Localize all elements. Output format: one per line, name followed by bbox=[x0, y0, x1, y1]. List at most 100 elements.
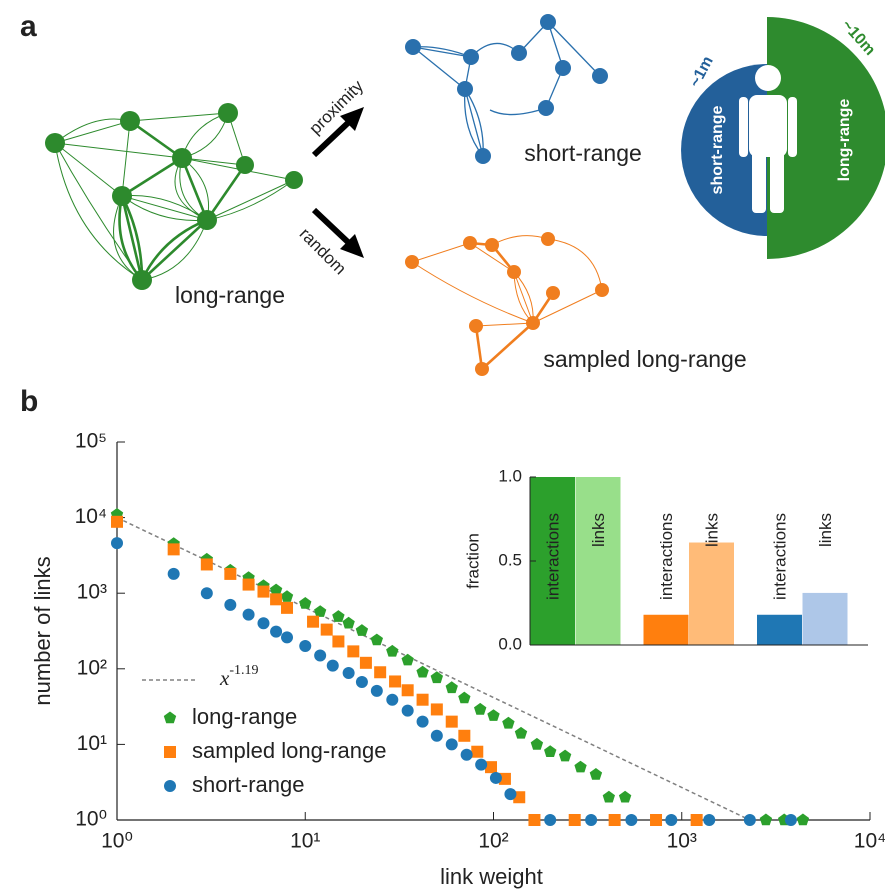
data-point bbox=[370, 684, 383, 697]
data-point bbox=[386, 693, 399, 706]
data-point bbox=[608, 814, 621, 826]
data-point bbox=[665, 814, 678, 826]
node bbox=[172, 148, 192, 168]
node bbox=[555, 60, 571, 76]
data-point bbox=[326, 659, 339, 672]
data-point bbox=[487, 709, 500, 721]
head bbox=[755, 65, 781, 91]
edge bbox=[475, 322, 534, 327]
edge bbox=[205, 164, 247, 221]
node bbox=[485, 238, 499, 252]
data-point bbox=[445, 738, 458, 751]
node bbox=[538, 100, 554, 116]
legend-label: sampled long-range bbox=[192, 738, 386, 763]
arrow-label: proximity bbox=[306, 76, 368, 138]
fit-exponent: -1.19 bbox=[229, 663, 258, 678]
network-label: long-range bbox=[175, 282, 285, 308]
data-point bbox=[759, 813, 773, 826]
bar-label: interactions bbox=[543, 513, 562, 600]
fit-line bbox=[116, 516, 751, 821]
data-point bbox=[416, 693, 429, 706]
data-point bbox=[386, 644, 399, 657]
leg bbox=[752, 150, 766, 213]
edge bbox=[412, 46, 472, 58]
data-point bbox=[314, 605, 327, 617]
data-point bbox=[401, 653, 414, 666]
node bbox=[120, 111, 140, 131]
data-point bbox=[355, 624, 369, 636]
edge bbox=[129, 112, 229, 122]
data-point bbox=[544, 745, 557, 757]
arrows bbox=[311, 107, 364, 258]
y-tick-label: 10⁰ bbox=[75, 808, 107, 831]
data-point bbox=[703, 814, 716, 826]
edge bbox=[121, 195, 208, 221]
data-point bbox=[625, 814, 638, 826]
data-point bbox=[270, 593, 283, 606]
data-point bbox=[458, 691, 471, 704]
edge bbox=[547, 238, 603, 291]
fit-label: x-1.19 bbox=[219, 663, 259, 690]
data-point bbox=[280, 590, 294, 602]
node bbox=[405, 255, 419, 269]
edge bbox=[474, 325, 484, 370]
y-axis-label: number of links bbox=[30, 556, 55, 705]
edge bbox=[54, 142, 123, 197]
data-point bbox=[374, 666, 387, 679]
legend-marker bbox=[163, 711, 177, 724]
nodes bbox=[405, 14, 608, 164]
person bbox=[739, 65, 797, 213]
node bbox=[541, 232, 555, 246]
data-point bbox=[690, 814, 703, 826]
node bbox=[526, 316, 540, 330]
node bbox=[546, 286, 560, 300]
data-point bbox=[242, 608, 255, 621]
edge bbox=[513, 271, 534, 324]
data-point bbox=[332, 635, 345, 648]
short-range-network bbox=[405, 14, 608, 164]
edge bbox=[532, 289, 603, 324]
data-point bbox=[474, 702, 487, 715]
edge bbox=[411, 242, 471, 263]
x-tick-label: 10¹ bbox=[290, 830, 320, 853]
node bbox=[540, 14, 556, 30]
bar-label: links bbox=[589, 513, 608, 547]
network-label: sampled long-range bbox=[543, 346, 746, 372]
data-point bbox=[281, 631, 294, 644]
node bbox=[507, 265, 521, 279]
edge bbox=[141, 219, 208, 281]
data-point bbox=[314, 649, 327, 662]
zone-label: long-range bbox=[836, 99, 853, 182]
data-point bbox=[257, 585, 270, 598]
edge bbox=[547, 21, 601, 77]
y-tick-label: 10⁵ bbox=[75, 430, 107, 453]
data-point bbox=[332, 610, 345, 622]
edge bbox=[121, 156, 183, 198]
bar bbox=[530, 477, 575, 645]
data-point bbox=[618, 790, 632, 803]
data-point bbox=[299, 597, 312, 609]
data-point bbox=[401, 684, 414, 697]
data-point bbox=[200, 558, 213, 571]
bar bbox=[689, 542, 734, 645]
data-point bbox=[796, 813, 810, 826]
x-tick-label: 10³ bbox=[667, 830, 697, 853]
main-plot: 10⁰ 10¹ 10² 10³ 10⁴ 10⁰ 10¹ 10² 10³ 10⁴ 10⁵ link we… bbox=[30, 430, 885, 889]
inset-plot: interactions links interactions links intera… bbox=[463, 457, 878, 653]
node bbox=[112, 186, 132, 206]
arrow bbox=[311, 118, 353, 158]
data-point bbox=[514, 726, 528, 739]
edge bbox=[54, 142, 183, 159]
legend-label: long-range bbox=[192, 704, 297, 729]
data-point bbox=[574, 760, 587, 773]
node bbox=[405, 39, 421, 55]
data-point bbox=[270, 625, 283, 638]
arrow-head bbox=[340, 234, 364, 258]
node bbox=[236, 156, 254, 174]
data-point bbox=[416, 665, 429, 678]
person-graphic bbox=[681, 17, 885, 259]
data-point bbox=[359, 656, 372, 669]
data-point bbox=[530, 737, 544, 750]
y-tick-label: 10¹ bbox=[77, 732, 107, 755]
